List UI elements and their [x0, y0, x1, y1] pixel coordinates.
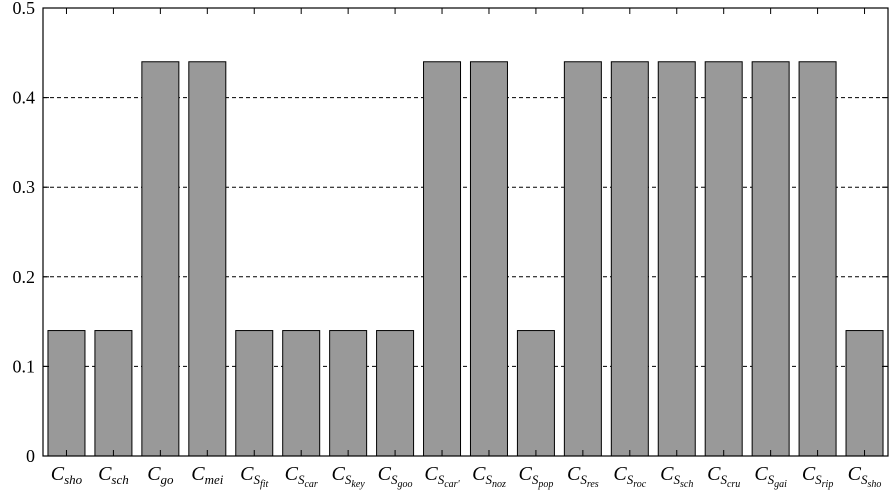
- x-tick-label: CSsch: [660, 463, 693, 490]
- bar: [47, 330, 86, 457]
- y-tick-label: 0.4: [13, 88, 36, 108]
- x-tick-label: Cmei: [191, 463, 224, 487]
- bar: [235, 330, 274, 457]
- bar: [751, 61, 790, 457]
- y-tick-label: 0.3: [13, 177, 36, 197]
- x-tick-label: CScar': [424, 463, 460, 490]
- x-tick-label: CSrip: [802, 463, 834, 490]
- bar: [376, 330, 415, 457]
- bar: [657, 61, 696, 457]
- x-tick-label: CSsho: [848, 463, 882, 490]
- x-tick-label: CSgoo: [378, 463, 413, 490]
- x-tick-label: CSgai: [754, 463, 787, 490]
- x-tick-label: CSfit: [240, 463, 268, 490]
- bar: [94, 330, 133, 457]
- y-axis-ticks: 0 0.1 0.2 0.3 0.4 0.5: [13, 0, 888, 466]
- x-tick-label: CScar: [285, 463, 318, 490]
- bar: [282, 330, 321, 457]
- x-tick-label: Csch: [98, 463, 129, 487]
- bar: [798, 61, 837, 457]
- x-tick-label: CSkey: [332, 463, 366, 490]
- y-tick-label: 0.2: [13, 267, 36, 287]
- bar: [845, 330, 884, 457]
- bars: [47, 61, 884, 457]
- bar: [188, 61, 227, 457]
- grid-lines: [43, 97, 888, 367]
- x-tick-label: Cgo: [147, 463, 174, 487]
- x-axis-labels: Csho Csch Cgo Cmei CSfit CScar CSkey CSgoo CScar…: [51, 463, 882, 490]
- x-tick-label: CSnoz: [472, 463, 506, 490]
- x-tick-label: CScru: [707, 463, 740, 490]
- y-tick-label: 0.1: [13, 356, 36, 376]
- bar: [610, 61, 649, 457]
- bar: [704, 61, 743, 457]
- bar: [563, 61, 602, 457]
- bar: [516, 330, 555, 457]
- x-tick-label: CSroc: [613, 463, 646, 490]
- bar: [423, 61, 462, 457]
- x-tick-label: Csho: [51, 463, 83, 487]
- x-tick-label: CSres: [567, 463, 599, 490]
- axes: [42, 7, 889, 457]
- y-tick-label: 0.5: [13, 0, 36, 18]
- plot-frame: [42, 7, 889, 457]
- bar: [469, 61, 508, 457]
- x-tick-label: CSpop: [518, 463, 553, 490]
- bar: [141, 61, 180, 457]
- bar: [329, 330, 368, 457]
- y-tick-label: 0: [26, 446, 35, 466]
